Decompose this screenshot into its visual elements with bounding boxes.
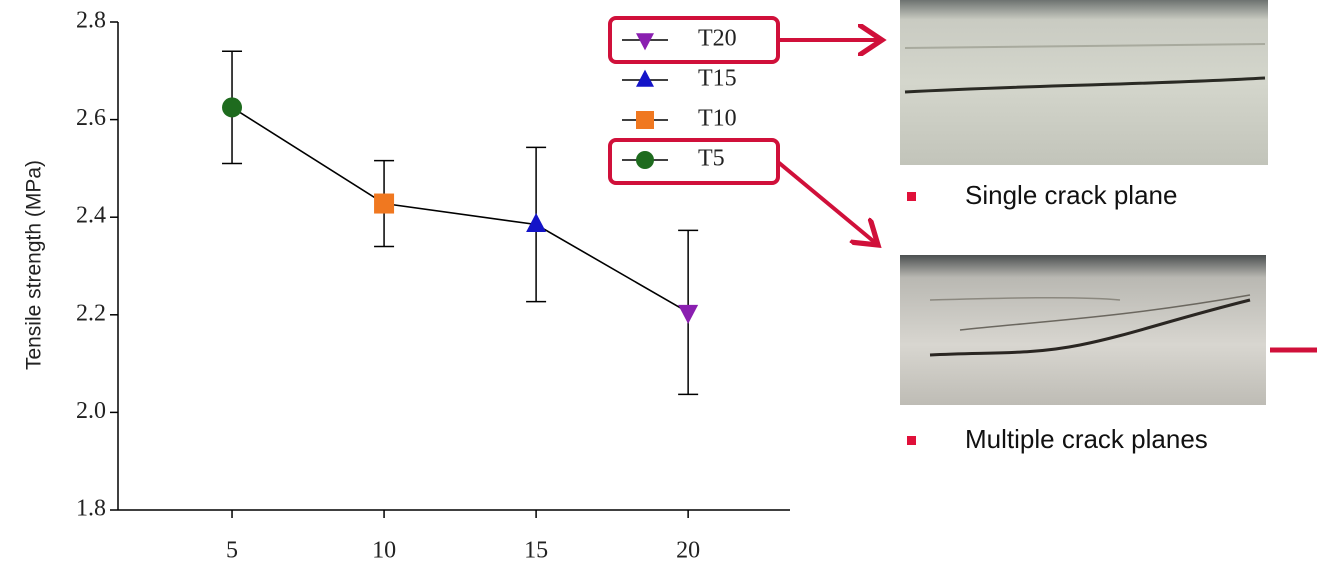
y-tick-label: 2.8 (76, 8, 106, 34)
bullet (907, 192, 916, 201)
x-tick-label: 5 (226, 538, 238, 564)
data-point (374, 194, 394, 214)
legend-label: T10 (698, 106, 737, 132)
y-axis-label: Tensile strength (MPa) (23, 160, 46, 370)
legend-marker (636, 70, 654, 87)
legend-label: T5 (698, 146, 725, 172)
specimen-photo (900, 0, 1268, 165)
y-tick-label: 2.6 (76, 105, 106, 131)
highlight-box (610, 140, 778, 183)
legend-marker (636, 151, 654, 169)
figure: Tensile strength (MPa) Single crack plan… (0, 0, 1317, 575)
legend-label: T20 (698, 26, 737, 52)
arrow (778, 162, 878, 245)
legend-marker (636, 33, 654, 50)
x-tick-label: 20 (676, 538, 700, 564)
x-tick-label: 10 (372, 538, 396, 564)
y-tick-label: 1.8 (76, 496, 106, 522)
y-tick-label: 2.2 (76, 300, 106, 326)
specimen-photo (900, 255, 1266, 405)
y-tick-label: 2.0 (76, 398, 106, 424)
caption: Single crack plane (965, 180, 1177, 210)
y-tick-label: 2.4 (76, 203, 106, 229)
caption: Multiple crack planes (965, 424, 1208, 454)
bullet (907, 436, 916, 445)
x-tick-label: 15 (524, 538, 548, 564)
data-point (526, 213, 546, 232)
data-point (222, 97, 242, 117)
legend-marker (636, 111, 654, 129)
data-point (678, 305, 698, 324)
legend-label: T15 (698, 66, 737, 92)
